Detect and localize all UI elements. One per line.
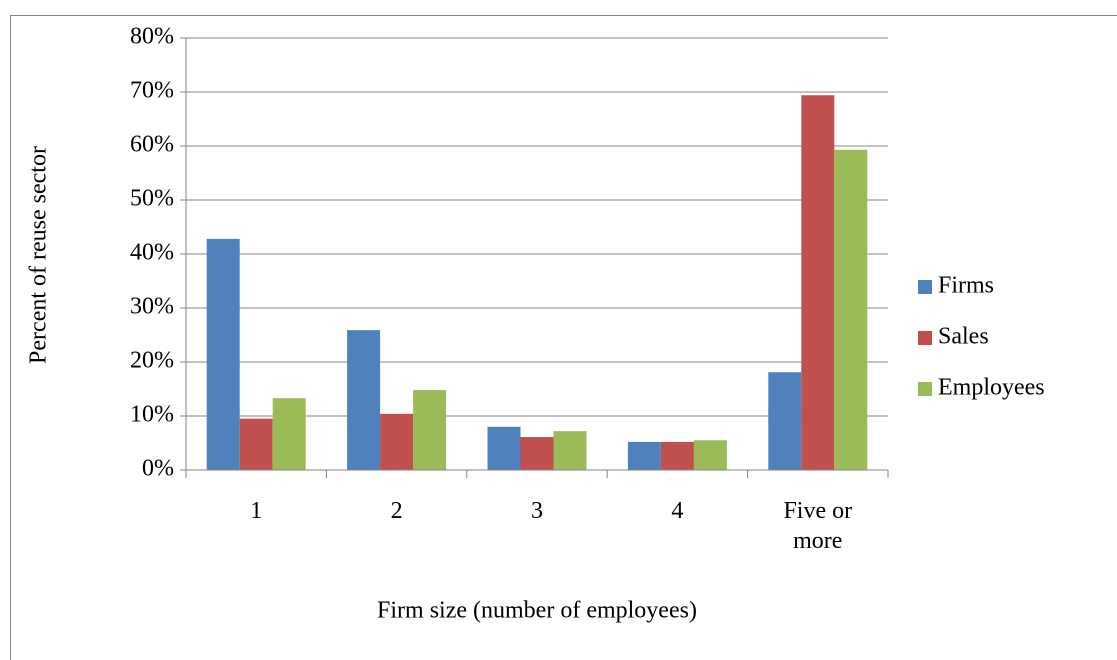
bar (413, 390, 447, 470)
y-tick-label: 70% (130, 78, 174, 104)
x-tick-label: 2 (390, 498, 403, 524)
y-tick-label: 80% (130, 24, 174, 50)
bar (206, 238, 240, 470)
x-axis-title: Firm size (number of employees) (377, 598, 697, 624)
bar (801, 95, 835, 471)
y-tick-label: 0% (142, 456, 174, 482)
bar (627, 441, 661, 470)
legend-label: Employees (938, 375, 1045, 401)
x-tick-label: 3 (531, 498, 543, 524)
bar (347, 330, 381, 470)
legend-swatch (918, 331, 932, 345)
bar (380, 413, 414, 470)
legend-label: Firms (938, 273, 994, 299)
bar (553, 431, 587, 470)
legend-swatch (918, 382, 932, 396)
x-tick-label: 4 (671, 498, 684, 524)
x-tick-label: Five or more (783, 498, 853, 554)
y-tick-label: 20% (130, 348, 174, 374)
bar (487, 426, 521, 470)
y-tick-label: 50% (130, 186, 174, 212)
legend-swatch (918, 280, 932, 294)
x-tick-label: 1 (250, 498, 263, 524)
bar (239, 418, 273, 470)
y-tick-label: 30% (130, 294, 174, 320)
bar (660, 441, 694, 470)
bar (834, 149, 868, 470)
bar (272, 398, 306, 470)
bar (693, 440, 727, 470)
y-axis-title: Percent of reuse sector (26, 146, 52, 364)
y-tick-label: 10% (130, 402, 174, 428)
chart-frame (10, 15, 1117, 660)
bar (520, 437, 554, 470)
bar (768, 372, 802, 470)
y-tick-label: 40% (130, 240, 174, 266)
legend-label: Sales (938, 324, 989, 350)
y-tick-label: 60% (130, 132, 174, 158)
